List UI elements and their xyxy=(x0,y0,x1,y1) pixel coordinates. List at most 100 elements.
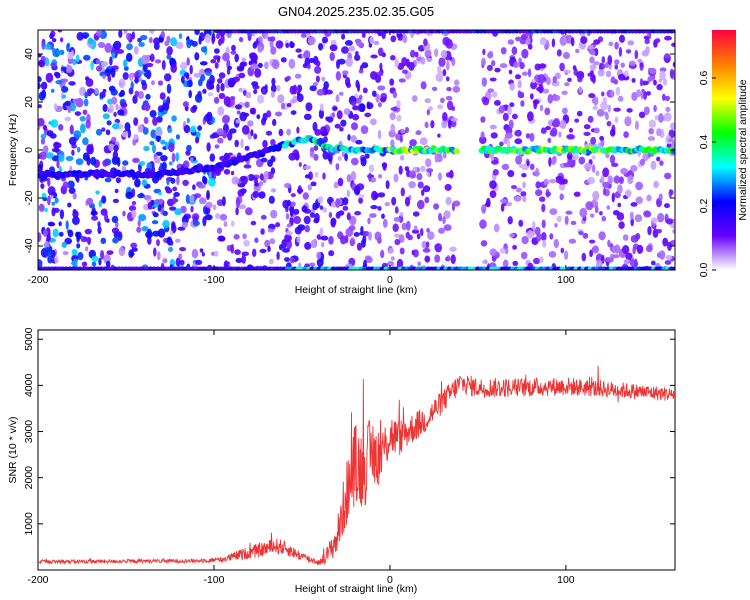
spectrogram-cell xyxy=(155,129,163,136)
spectrogram-cell xyxy=(648,119,657,128)
spectrogram-cell xyxy=(269,36,276,42)
figure-title: GN04.2025.235.02.35.G05 xyxy=(278,4,434,19)
spectrogram-cell xyxy=(147,202,153,210)
spectrogram-cell xyxy=(152,212,159,218)
spectrogram-cell xyxy=(426,171,431,177)
spectrogram-cell xyxy=(170,177,176,184)
spectrogram-cell xyxy=(558,131,562,138)
spectrogram-cell xyxy=(56,49,62,55)
spectrogram-cell xyxy=(216,83,220,93)
spectrogram-cell xyxy=(95,128,103,136)
spectrogram-cell xyxy=(156,115,163,123)
spectrogram-cell xyxy=(480,116,486,123)
spectrogram-cell xyxy=(223,168,231,175)
spectrogram-cell xyxy=(202,175,206,184)
spectrogram-cell xyxy=(564,250,569,260)
spectrogram-cell xyxy=(286,128,291,136)
spectrogram-cell xyxy=(260,228,265,235)
spectrogram-cell xyxy=(366,102,374,110)
spectrogram-cell xyxy=(388,248,395,254)
colorbar-tick-label: 0.2 xyxy=(698,199,710,214)
spectrogram-cell xyxy=(392,91,398,99)
spectrogram-cell xyxy=(538,63,547,69)
spectrogram-cell xyxy=(424,158,432,168)
spectrogram-cell xyxy=(186,57,190,66)
spectrogram-cell xyxy=(443,224,452,232)
spectrogram-cell xyxy=(206,142,211,152)
spectrogram-cell xyxy=(190,125,197,133)
spectrogram-cell xyxy=(38,76,42,83)
spectrogram-cell xyxy=(627,174,634,185)
spectrogram-cell xyxy=(559,62,565,72)
spectrogram-cell xyxy=(133,117,139,126)
spectrogram-cell xyxy=(259,248,267,254)
spectrogram-cell xyxy=(71,260,77,266)
spectrogram-cell xyxy=(599,135,604,141)
spectrogram-cell xyxy=(353,185,361,196)
spectrogram-cell xyxy=(341,33,346,40)
spectrogram-cell xyxy=(589,64,597,71)
spectrogram-cell xyxy=(216,128,224,136)
spectrogram-cell xyxy=(171,224,177,234)
spectrogram-cell xyxy=(260,214,267,220)
spectrogram-cell xyxy=(400,187,405,197)
spectrogram-cell xyxy=(645,245,653,253)
spectrogram-cell xyxy=(242,124,250,135)
spectrogram-cell xyxy=(269,238,276,245)
spectrogram-cell xyxy=(589,70,594,76)
spectrogram-cell xyxy=(336,59,340,70)
spectrogram-cell xyxy=(71,149,75,156)
spectrogram-cell xyxy=(243,164,252,169)
spectrogram-cell xyxy=(245,91,252,99)
spectrogram-cell xyxy=(511,185,517,190)
spectrogram-cell xyxy=(312,202,319,211)
spectrogram-cell xyxy=(111,96,118,105)
spectrogram-cell xyxy=(111,52,116,59)
spectrogram-cell xyxy=(424,255,431,263)
spectrogram-cell xyxy=(377,206,382,211)
spectrogram-cell xyxy=(75,231,79,238)
spectrogram-cell xyxy=(136,226,142,233)
spectrogram-cell xyxy=(334,123,341,129)
spectrogram-cell xyxy=(44,44,52,50)
spectrogram-cell xyxy=(437,104,444,110)
spectrogram-cell xyxy=(108,143,115,152)
spectrogram-cell xyxy=(396,32,403,38)
spectrogram-cell xyxy=(646,194,652,202)
spectrogram-cell xyxy=(72,192,77,200)
spectrogram-cell xyxy=(390,256,395,261)
spectrogram-cell xyxy=(202,216,207,227)
spectrogram-cell xyxy=(128,205,137,212)
spectrogram-cell xyxy=(493,100,501,106)
spectrogram-cell xyxy=(389,112,396,121)
spectrogram-cell xyxy=(128,249,134,258)
spectrogram-cell xyxy=(539,256,544,264)
spectrogram-ytick-label: 0 xyxy=(23,147,35,153)
spectrogram-cell xyxy=(171,115,177,122)
snr-ytick-label: 1000 xyxy=(23,512,35,536)
spectrogram-cell xyxy=(368,231,372,241)
spectrogram-cell xyxy=(80,235,85,243)
spectrogram-cell xyxy=(76,31,84,41)
spectrogram-cell xyxy=(250,220,257,226)
spectrogram-cell xyxy=(516,187,522,193)
spectrogram-cell xyxy=(210,59,217,64)
snr-ytick-label: 2000 xyxy=(23,466,35,490)
spectrogram-cell xyxy=(249,52,255,59)
spectrogram-ytick-label: -40 xyxy=(23,238,35,253)
spectrogram-cell xyxy=(560,247,565,254)
spectrogram-cell xyxy=(568,238,577,244)
spectrogram-cell xyxy=(541,232,547,241)
spectrogram-cell xyxy=(574,118,580,123)
spectrogram-cell xyxy=(605,70,612,78)
spectrogram-cell xyxy=(132,94,138,104)
spectrogram-cell xyxy=(145,231,153,239)
spectrogram-cell xyxy=(162,210,168,217)
spectrogram-cell xyxy=(322,151,329,160)
spectrogram-cell xyxy=(241,254,246,264)
spectrogram-cell xyxy=(665,255,673,260)
spectrogram-cell xyxy=(95,59,101,65)
spectrogram-cell xyxy=(587,115,594,123)
spectrogram-cell xyxy=(626,108,633,113)
spectrogram-cell xyxy=(367,217,371,225)
